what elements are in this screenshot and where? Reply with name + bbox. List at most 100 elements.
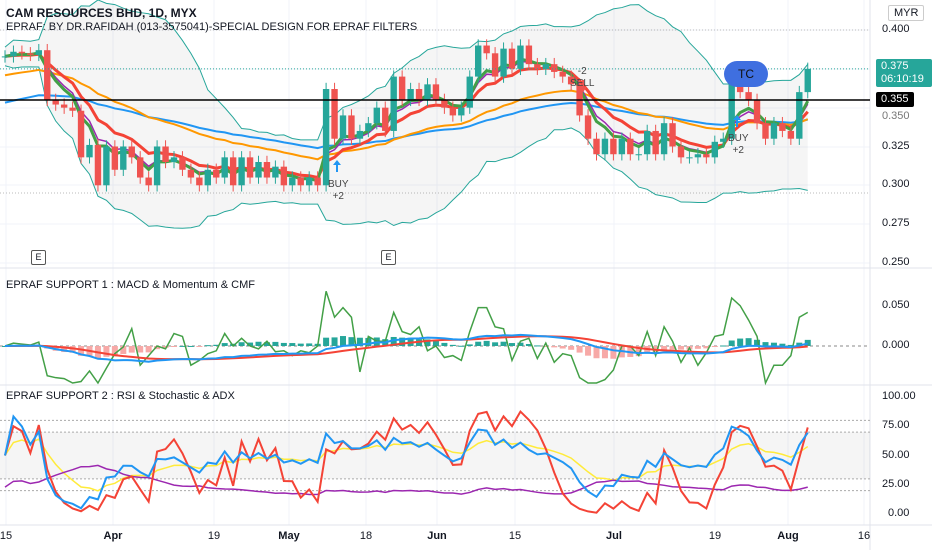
rsi-axis-label: 50.00 bbox=[882, 449, 910, 461]
time-label: Jun bbox=[427, 530, 447, 542]
candle-body bbox=[179, 157, 186, 170]
candle-body bbox=[601, 138, 609, 155]
bollinger-upper bbox=[4, 0, 809, 141]
macd-histogram-bar bbox=[585, 346, 592, 356]
candle-body bbox=[162, 146, 169, 163]
time-label: May bbox=[278, 530, 300, 542]
candle-body bbox=[18, 51, 26, 54]
candle-body bbox=[618, 138, 626, 155]
adx-line bbox=[4, 464, 808, 496]
indicator-title[interactable]: EPRAF: BY DR.RAFIDAH (013-3575041)-SPECI… bbox=[6, 21, 418, 33]
macd-histogram-bar bbox=[728, 340, 735, 346]
candle-body bbox=[686, 157, 693, 159]
hline-price-badge[interactable]: 0.355 bbox=[876, 92, 914, 107]
time-label: 19 bbox=[207, 530, 221, 542]
candle-body bbox=[711, 141, 718, 158]
macd-histogram-bar bbox=[331, 337, 338, 346]
price-label: 0.400 bbox=[882, 23, 910, 35]
candle-body bbox=[35, 50, 42, 55]
candle-body bbox=[458, 107, 465, 116]
candle-body bbox=[669, 123, 676, 147]
price-label: 0.275 bbox=[882, 217, 910, 229]
macd-histogram-bar bbox=[610, 346, 617, 359]
candle-body bbox=[466, 76, 473, 108]
candle-body bbox=[44, 50, 51, 100]
macd-histogram-bar bbox=[770, 342, 777, 346]
candle-body bbox=[365, 123, 372, 131]
macd-histogram-bar bbox=[128, 346, 135, 353]
macd-histogram-bar bbox=[263, 342, 270, 346]
ma-30-line bbox=[4, 68, 809, 161]
candle-body bbox=[559, 71, 566, 77]
macd-histogram-bar bbox=[804, 339, 811, 346]
macd-histogram-bar bbox=[323, 337, 330, 346]
candle-body bbox=[246, 157, 254, 178]
time-label: 15 bbox=[508, 530, 522, 542]
tc-bubble[interactable]: TC bbox=[724, 61, 768, 87]
candle-body bbox=[652, 130, 659, 155]
candle-body bbox=[77, 110, 85, 158]
candle-body bbox=[441, 99, 448, 108]
macd-histogram-bar bbox=[559, 346, 566, 349]
time-label: 18 bbox=[359, 530, 373, 542]
candle-body bbox=[677, 146, 685, 158]
macd-histogram-bar bbox=[280, 342, 287, 346]
candle-body bbox=[322, 89, 330, 186]
macd-axis-label: 0.050 bbox=[882, 299, 910, 311]
candle-body bbox=[762, 123, 769, 139]
candle-body bbox=[584, 115, 592, 139]
candle-body bbox=[390, 76, 397, 131]
macd-histogram-bar bbox=[154, 346, 161, 350]
candle-body bbox=[213, 169, 220, 178]
price-label: 0.325 bbox=[882, 140, 910, 152]
candle-body bbox=[280, 166, 288, 186]
currency-button[interactable]: MYR bbox=[888, 5, 925, 21]
candle-body bbox=[753, 99, 761, 124]
macd-histogram-bar bbox=[221, 343, 228, 346]
macd-histogram-bar bbox=[247, 342, 254, 346]
macd-histogram-bar bbox=[762, 342, 769, 346]
macd-histogram-bar bbox=[196, 346, 203, 347]
macd-histogram-bar bbox=[754, 339, 761, 346]
candle-body bbox=[728, 76, 735, 139]
rsi-axis-label: 75.00 bbox=[882, 419, 910, 431]
panel1-title[interactable]: EPRAF SUPPORT 1 : MACD & Momentum & CMF bbox=[6, 279, 255, 291]
candle-body bbox=[567, 76, 575, 85]
panel2-title[interactable]: EPRAF SUPPORT 2 : RSI & Stochastic & ADX bbox=[6, 390, 235, 402]
macd-histogram-bar bbox=[779, 343, 786, 346]
candle-body bbox=[1, 56, 9, 58]
last-price-badge: 0.375 06:10:19 bbox=[876, 59, 932, 87]
time-label: 16 bbox=[857, 530, 871, 542]
candle-body bbox=[272, 166, 279, 178]
candle-body bbox=[238, 157, 245, 186]
bar-countdown: 06:10:19 bbox=[881, 73, 924, 85]
candle-body bbox=[145, 177, 152, 186]
candle-body bbox=[694, 154, 702, 158]
sell-arrow-icon bbox=[579, 80, 587, 92]
macd-histogram-bar bbox=[593, 346, 600, 359]
buy-arrow-icon bbox=[733, 115, 741, 127]
earnings-marker[interactable]: E bbox=[31, 250, 46, 265]
macd-histogram-bar bbox=[720, 345, 727, 347]
sell-signal: -2 SELL bbox=[570, 66, 595, 89]
candle-body bbox=[153, 146, 161, 186]
macd-histogram-bar bbox=[204, 345, 211, 347]
macd-histogram-bar bbox=[61, 346, 68, 353]
candle-body bbox=[551, 64, 558, 72]
macd-histogram-bar bbox=[703, 346, 710, 349]
earnings-marker[interactable]: E bbox=[381, 250, 396, 265]
macd-histogram-bar bbox=[745, 338, 752, 346]
candle-body bbox=[27, 53, 34, 55]
macd-histogram-bar bbox=[737, 338, 744, 346]
candle-body bbox=[500, 48, 507, 77]
macd-histogram-bar bbox=[796, 342, 803, 346]
candle-body bbox=[407, 89, 414, 100]
time-label: Aug bbox=[777, 530, 799, 542]
rsi-axis-label: 0.00 bbox=[888, 507, 910, 519]
macd-histogram-bar bbox=[306, 343, 313, 346]
candle-body bbox=[94, 144, 102, 186]
candle-body bbox=[644, 130, 651, 155]
macd-histogram-bar bbox=[179, 345, 186, 347]
